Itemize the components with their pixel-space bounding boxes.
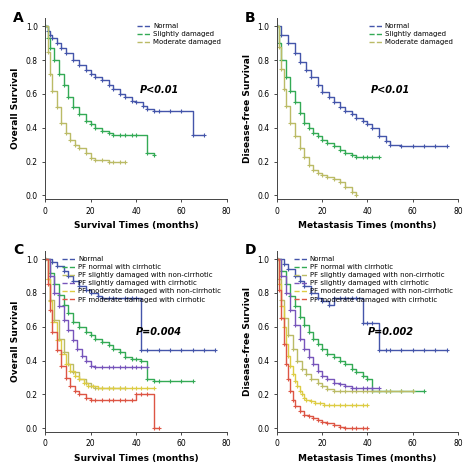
Legend: Normal, Slightly damaged, Moderate damaged: Normal, Slightly damaged, Moderate damag… [135, 21, 223, 47]
Text: A: A [13, 10, 24, 25]
Text: B: B [244, 10, 255, 25]
X-axis label: Survival Times (months): Survival Times (months) [74, 221, 198, 230]
X-axis label: Survival Times (months): Survival Times (months) [74, 454, 198, 463]
Text: P=0.002: P=0.002 [367, 327, 413, 337]
Y-axis label: Overall Survival: Overall Survival [11, 301, 20, 382]
Text: P<0.01: P<0.01 [371, 85, 410, 95]
Text: C: C [13, 243, 23, 257]
Text: D: D [244, 243, 256, 257]
Y-axis label: Overall Survival: Overall Survival [11, 68, 20, 149]
Legend: Normal, PF normal with cirrhotic, PF slightly damaged with non-cirrhotic, PF sli: Normal, PF normal with cirrhotic, PF sli… [292, 254, 455, 305]
Legend: Normal, PF normal with cirrhotic, PF slightly damaged with non-cirrhotic, PF sli: Normal, PF normal with cirrhotic, PF sli… [60, 254, 223, 305]
Legend: Normal, Slightly damaged, Moderate damaged: Normal, Slightly damaged, Moderate damag… [366, 21, 455, 47]
Y-axis label: Disease-free Survival: Disease-free Survival [243, 54, 252, 163]
Text: P=0.004: P=0.004 [136, 327, 182, 337]
X-axis label: Metastasis Times (months): Metastasis Times (months) [298, 221, 437, 230]
Y-axis label: Disease-free Survival: Disease-free Survival [243, 287, 252, 396]
Text: P<0.01: P<0.01 [140, 85, 179, 95]
X-axis label: Metastasis Times (months): Metastasis Times (months) [298, 454, 437, 463]
